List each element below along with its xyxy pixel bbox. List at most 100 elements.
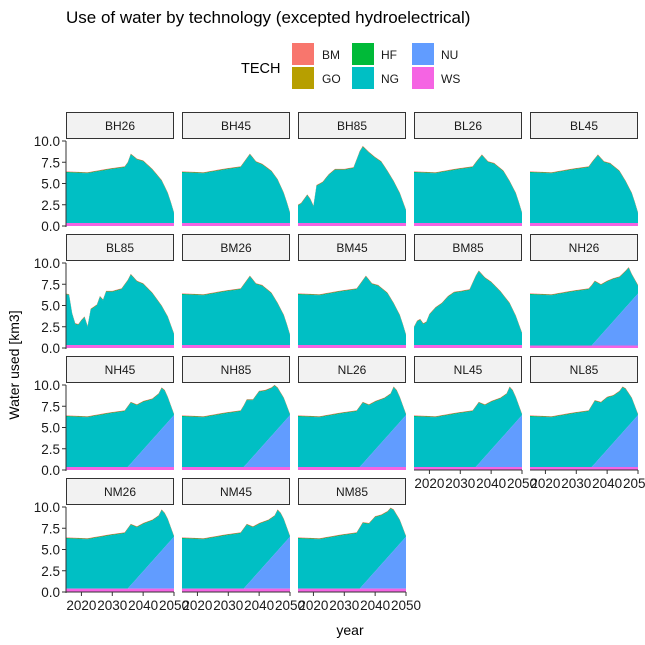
legend-label-bm: BM (322, 48, 340, 62)
facet-strip-label: BH26 (105, 119, 135, 133)
area-ng (530, 155, 638, 224)
facet-panel-nm85: NM85 2020 2030 2040 2050 (298, 478, 421, 613)
y-tick-label: 5.0 (41, 177, 60, 192)
facet-strip-label: NL45 (454, 363, 483, 377)
facet-strip-label: NH85 (221, 363, 252, 377)
y-tick-label: 2.5 (41, 442, 60, 457)
facet-panel-nh85: NH85 (182, 356, 290, 470)
facet-panel-bh26: BH26 0.0 2.5 5.0 7.5 10.0 (34, 112, 174, 234)
x-tick-label: 2020 (66, 598, 96, 613)
facet-strip (530, 356, 638, 383)
y-tick-label: 0.0 (41, 219, 60, 234)
x-tick-label: 2030 (329, 598, 359, 613)
y-tick-label: 7.5 (41, 155, 60, 170)
area-ws (66, 345, 174, 348)
facet-strip (298, 112, 406, 139)
x-tick-label: 2030 (561, 476, 591, 491)
area-nu (530, 415, 638, 468)
legend-entry-bm: BM (292, 43, 340, 65)
area-ng (414, 155, 522, 224)
area-ws (530, 345, 638, 348)
area-ng (530, 387, 638, 468)
y-tick-label: 0.0 (41, 463, 60, 478)
area-ws (530, 223, 638, 226)
facet-panel-nl26: NL26 (298, 356, 406, 470)
facet-strip-label: BM45 (336, 241, 368, 255)
legend-label-go: GO (322, 72, 341, 86)
y-tick-label: 2.5 (41, 198, 60, 213)
y-tick-label: 7.5 (41, 399, 60, 414)
facet-strip-label: BL45 (570, 119, 598, 133)
facet-strip-label: NL26 (338, 363, 367, 377)
area-bm (298, 386, 406, 418)
facet-strip (414, 234, 522, 261)
y-axis-title: Water used [km3] (6, 310, 22, 419)
x-tick-label: 2040 (360, 598, 390, 613)
legend-label-hf: HF (381, 48, 397, 62)
y-tick-label: 5.0 (41, 421, 60, 436)
area-ws (414, 223, 522, 226)
legend-label-nu: NU (441, 48, 458, 62)
facet-panel-bh85: BH85 (298, 112, 406, 226)
y-tick-label: 10.0 (34, 256, 60, 271)
area-ng (66, 510, 174, 589)
facet-strip (298, 234, 406, 261)
facet-strip-label: NL85 (570, 363, 599, 377)
area-ng (66, 154, 174, 224)
area-bm (298, 507, 406, 540)
area-ng (66, 274, 174, 346)
facet-panel-bh45: BH45 (182, 112, 290, 226)
facet-strip (414, 356, 522, 383)
facet-strip (530, 234, 638, 261)
area-ng (530, 268, 638, 346)
x-tick-label: 2030 (97, 598, 127, 613)
area-ws (66, 588, 174, 592)
x-tick-label: 2020 (530, 476, 560, 491)
legend-key-hf (352, 43, 374, 65)
area-nu (66, 415, 174, 468)
legend-key-bm (292, 43, 314, 65)
facet-strip-label: BM26 (220, 241, 252, 255)
facet-panel-bm85: BM85 (414, 234, 522, 348)
legend-key-ng (352, 67, 374, 89)
y-tick-label: 7.5 (41, 521, 60, 536)
legend-entry-nu: NU (412, 43, 458, 65)
area-ng (298, 508, 406, 589)
x-tick-label: 2030 (213, 598, 243, 613)
legend-key-nu (412, 43, 434, 65)
facet-strip-label: NH45 (105, 363, 136, 377)
y-tick-label: 0.0 (41, 341, 60, 356)
facet-panel-bm45: BM45 (298, 234, 406, 348)
facet-strip (66, 478, 174, 505)
x-tick-label: 2040 (244, 598, 274, 613)
x-tick-label: 2040 (592, 476, 622, 491)
facet-panel-nh45: NH45 0.0 2.5 5.0 7.5 10.0 (34, 356, 174, 478)
area-nu (530, 293, 638, 346)
area-bm (66, 509, 174, 540)
x-tick-label: 2050 (391, 598, 421, 613)
facet-strip-label: BL85 (106, 241, 134, 255)
area-ws (298, 345, 406, 348)
y-tick-label: 2.5 (41, 320, 60, 335)
area-bm (182, 509, 290, 540)
area-ws (66, 223, 174, 226)
area-ws (182, 223, 290, 226)
y-tick-label: 10.0 (34, 500, 60, 515)
area-nu (182, 536, 290, 589)
area-nu (298, 415, 406, 468)
facet-strip (298, 356, 406, 383)
area-nu (414, 415, 522, 468)
x-tick-label: 2050 (159, 598, 189, 613)
facet-strip-label: BM85 (452, 241, 484, 255)
legend-label-ws: WS (441, 72, 460, 86)
area-ws (414, 467, 522, 470)
legend-label-ng: NG (381, 72, 399, 86)
legend-key-go (292, 67, 314, 89)
area-nu (66, 536, 174, 589)
x-axis-title: year (336, 622, 364, 638)
facet-panel-nm26: NM26 0.0 2.5 5.0 7.5 10.0 2020 2030 2040 2050 (34, 478, 189, 613)
x-tick-label: 2050 (507, 476, 537, 491)
facet-strip (66, 234, 174, 261)
area-ng (182, 154, 290, 224)
